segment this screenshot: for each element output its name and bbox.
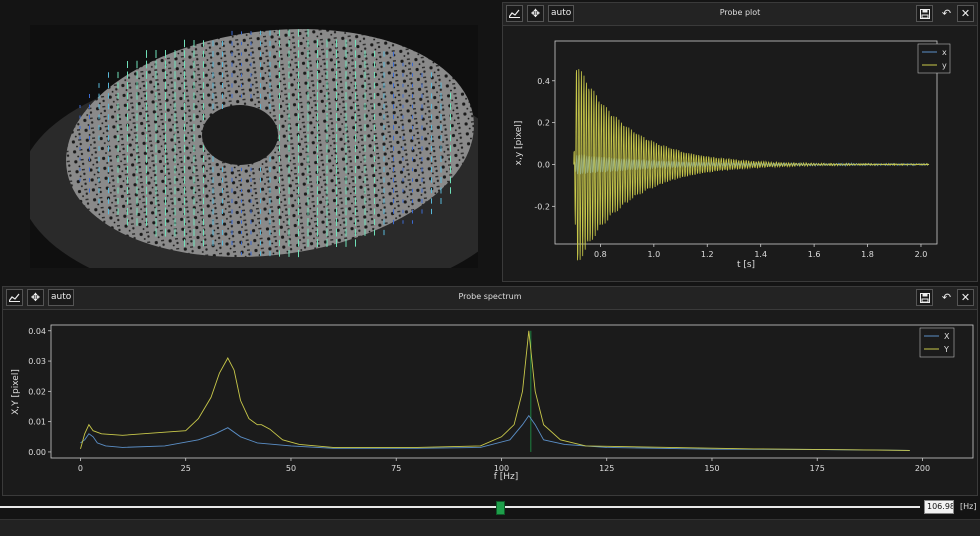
probe-plot-title: Probe plot — [719, 8, 761, 17]
legend: x y — [917, 43, 951, 74]
status-strip — [0, 519, 980, 536]
y-tick-label: 0.03 — [28, 357, 46, 366]
frequency-slider-track[interactable] — [0, 506, 920, 508]
save-icon[interactable] — [916, 289, 933, 306]
probe-spectrum-toolbar: ✥ auto Probe spectrum ↶ ✕ — [3, 287, 977, 310]
probe-spectrum-chart: 0 25 50 75 100 125 150 175 200 0.00 0.01 0.02 0.03 0… — [11, 324, 974, 482]
x-tick-label: 1.2 — [701, 250, 714, 259]
probe-plot-toolbar: ✥ auto Probe plot ↶ ✕ — [503, 3, 977, 26]
x-tick-label: 0.8 — [594, 250, 607, 259]
x-tick-label: 50 — [286, 464, 296, 473]
plot-frame — [554, 40, 938, 245]
probe-spectrum-title: Probe spectrum — [458, 292, 522, 301]
x-tick-label: 1.6 — [808, 250, 821, 259]
y-tick-label: 0.04 — [28, 327, 46, 336]
line-chart-icon[interactable] — [6, 289, 23, 306]
x-tick-label: 100 — [494, 464, 509, 473]
x-axis-label: t [s] — [737, 260, 755, 270]
legend: X Y — [919, 327, 955, 358]
y-tick-label: 0.4 — [537, 77, 550, 86]
x-axis-label: f [Hz] — [494, 472, 519, 482]
series-X-line — [80, 414, 910, 451]
probe-spectrum-panel: ✥ auto Probe spectrum ↶ ✕ 0 25 50 75 100 125 1… — [2, 286, 978, 496]
undo-icon[interactable]: ↶ — [941, 7, 952, 20]
legend-x-label: x — [942, 48, 947, 57]
vector-field-image[interactable] — [30, 25, 478, 268]
undo-icon[interactable]: ↶ — [941, 291, 952, 304]
auto-scale-button[interactable]: auto — [548, 5, 575, 22]
x-tick-label: 150 — [704, 464, 719, 473]
auto-scale-button[interactable]: auto — [48, 289, 75, 306]
close-icon[interactable]: ✕ — [957, 5, 974, 22]
y-tick-label: 0.0 — [537, 160, 550, 169]
y-tick-label: 0.02 — [28, 387, 46, 396]
displacement-arrows — [79, 29, 451, 258]
y-tick-label: 0.00 — [28, 448, 46, 457]
x-tick-label: 0 — [78, 464, 83, 473]
y-tick-label: -0.2 — [534, 202, 550, 211]
spectrum-frame — [50, 324, 974, 459]
x-tick-label: 75 — [391, 464, 401, 473]
x-tick-label: 1.4 — [754, 250, 767, 259]
x-tick-label: 1.0 — [647, 250, 660, 259]
probe-plot-chart: 0.8 1.0 1.2 1.4 1.6 1.8 2.0 -0.2 0.0 0.2 0.4 t [s… — [514, 40, 951, 270]
x-tick-label: 2.0 — [915, 250, 928, 259]
series-Y-line — [80, 330, 910, 451]
frequency-unit-label: [Hz] — [960, 502, 977, 511]
legend-x-label: X — [944, 332, 950, 341]
x-tick-label: 25 — [181, 464, 191, 473]
line-chart-icon[interactable] — [506, 5, 523, 22]
pan-move-icon[interactable]: ✥ — [527, 5, 544, 22]
y-axis-label: X,Y [pixel] — [11, 369, 21, 415]
x-tick-label: 125 — [599, 464, 614, 473]
frequency-slider-handle[interactable] — [495, 501, 505, 515]
probe-plot-panel: ✥ auto Probe plot ↶ ✕ 0.8 1.0 1.2 1.4 1.6 1.8… — [502, 2, 978, 282]
frequency-slider-bar — [0, 497, 980, 518]
close-icon[interactable]: ✕ — [957, 289, 974, 306]
vector-field-canvas — [30, 25, 478, 268]
frequency-value-field[interactable]: 106.98 — [924, 500, 954, 514]
y-tick-label: 0.2 — [537, 119, 550, 128]
pan-move-icon[interactable]: ✥ — [27, 289, 44, 306]
x-tick-label: 1.8 — [861, 250, 874, 259]
y-tick-label: 0.01 — [28, 418, 46, 427]
series-y-line — [573, 69, 930, 261]
legend-y-label: Y — [943, 345, 949, 354]
x-tick-label: 175 — [810, 464, 825, 473]
y-axis-label: x,y [pixel] — [514, 121, 524, 166]
x-tick-label: 200 — [915, 464, 930, 473]
save-icon[interactable] — [916, 5, 933, 22]
legend-y-label: y — [942, 61, 947, 70]
